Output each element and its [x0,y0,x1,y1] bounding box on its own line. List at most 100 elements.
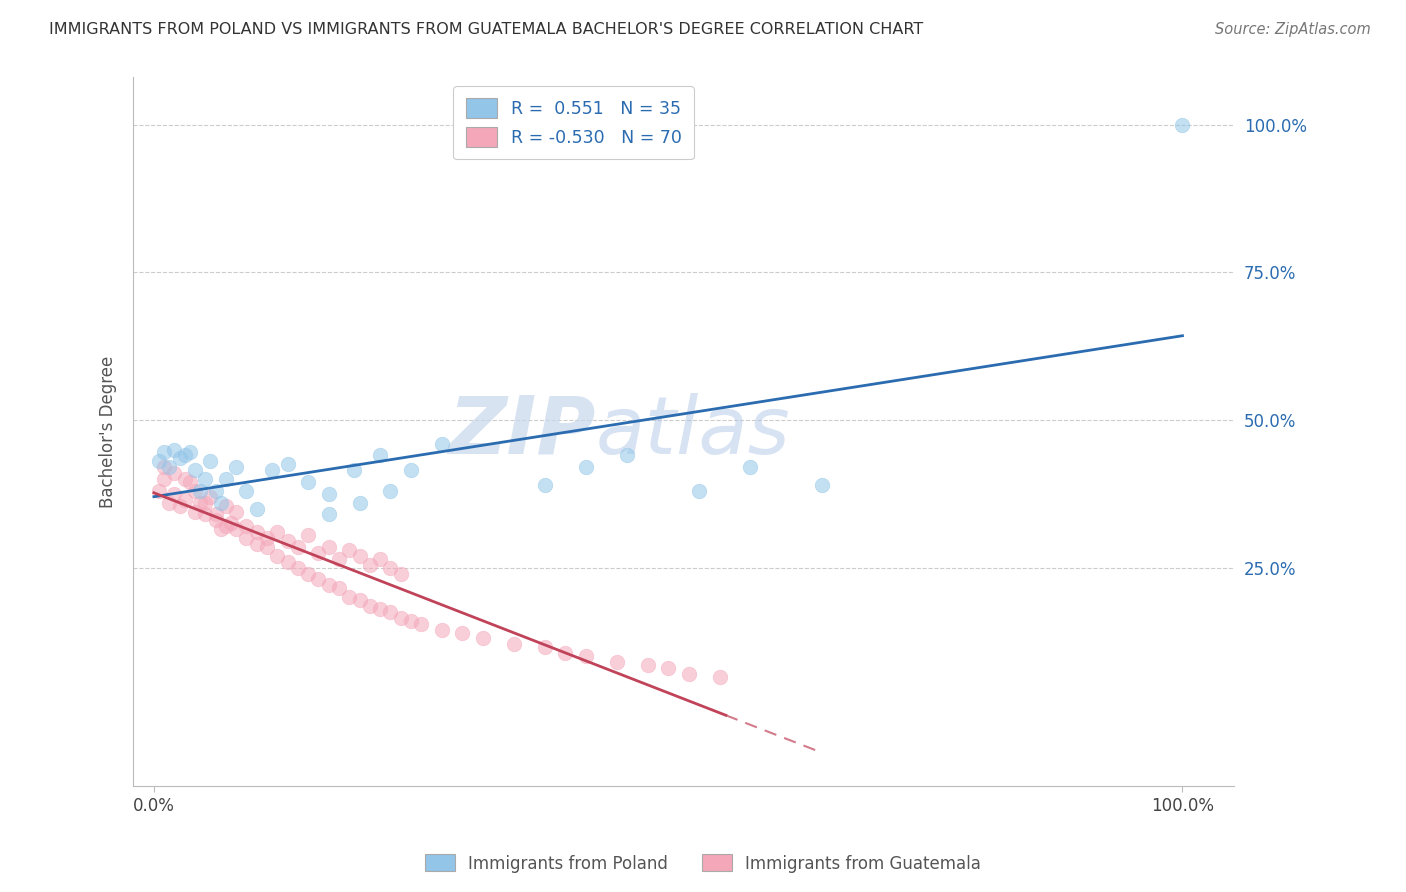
Point [328,551,350,566]
Point [709,670,731,684]
Point [811,478,834,492]
Point [318,578,340,592]
Point [204,483,226,498]
Point [337,542,360,557]
Point [411,616,433,631]
Point [188,496,211,510]
Point [606,655,628,669]
Point [194,472,217,486]
Point [318,487,340,501]
Point [179,445,201,459]
Point [148,483,170,498]
Point [204,508,226,522]
Point [430,623,453,637]
Point [380,483,402,498]
Point [380,560,402,574]
Text: ZIP: ZIP [449,392,596,471]
Point [235,483,257,498]
Point [188,483,211,498]
Point [389,611,412,625]
Point [246,525,269,540]
Point [163,442,186,457]
Point [225,504,247,518]
Point [225,522,247,536]
Point [163,487,186,501]
Point [194,496,217,510]
Point [266,549,288,563]
Point [359,558,381,572]
Point [308,573,330,587]
Point [148,454,170,468]
Point [256,531,278,545]
Point [225,460,247,475]
Point [451,625,474,640]
Point [399,614,422,628]
Point [235,531,257,545]
Point [184,463,207,477]
Point [472,632,495,646]
Point [200,490,222,504]
Point [215,519,238,533]
Point [337,590,360,604]
Point [678,667,700,681]
Point [184,504,207,518]
Point [235,519,257,533]
Point [200,454,222,468]
Point [308,546,330,560]
Point [688,483,710,498]
Point [153,472,176,486]
Legend: Immigrants from Poland, Immigrants from Guatemala: Immigrants from Poland, Immigrants from … [419,847,987,880]
Point [328,582,350,596]
Point [163,466,186,480]
Point [349,593,371,607]
Point [277,555,299,569]
Point [246,501,269,516]
Point [349,549,371,563]
Point [318,540,340,554]
Point [343,463,366,477]
Point [184,483,207,498]
Text: Source: ZipAtlas.com: Source: ZipAtlas.com [1215,22,1371,37]
Point [153,445,176,459]
Point [368,602,391,616]
Point [262,463,284,477]
Point [277,534,299,549]
Point [297,528,319,542]
Point [219,516,242,531]
Point [359,599,381,613]
Point [575,649,598,664]
Point [246,537,269,551]
Text: IMMIGRANTS FROM POLAND VS IMMIGRANTS FROM GUATEMALA BACHELOR'S DEGREE CORRELATIO: IMMIGRANTS FROM POLAND VS IMMIGRANTS FRO… [49,22,924,37]
Point [349,496,371,510]
Legend: R =  0.551   N = 35, R = -0.530   N = 70: R = 0.551 N = 35, R = -0.530 N = 70 [453,87,693,159]
Point [169,451,191,466]
Point [616,449,638,463]
Point [266,525,288,540]
Point [153,460,176,475]
Point [575,460,598,475]
Point [287,560,309,574]
Point [157,496,180,510]
Point [209,496,232,510]
Point [533,640,555,655]
Point [204,513,226,527]
Point [297,566,319,581]
Point [657,661,679,675]
Point [318,508,340,522]
Point [287,540,309,554]
Point [277,457,299,471]
Point [256,540,278,554]
Point [194,508,217,522]
Point [740,460,762,475]
Point [297,475,319,489]
Point [380,605,402,619]
Point [368,551,391,566]
Point [368,449,391,463]
Point [157,460,180,475]
Point [173,472,195,486]
Point [215,499,238,513]
Point [169,499,191,513]
Point [179,475,201,489]
Point [389,566,412,581]
Point [1171,118,1194,132]
